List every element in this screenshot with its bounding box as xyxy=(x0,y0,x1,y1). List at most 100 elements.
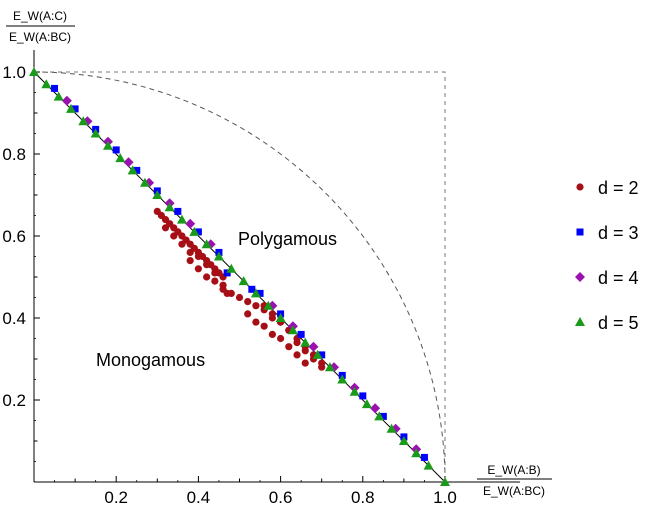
data-point xyxy=(102,140,113,150)
data-point xyxy=(174,207,182,215)
data-point xyxy=(211,277,219,285)
data-point xyxy=(29,67,39,76)
data-point xyxy=(277,334,285,343)
data-point xyxy=(263,300,274,310)
data-point xyxy=(176,214,187,224)
x-tick-label: 0.8 xyxy=(351,488,375,507)
data-point xyxy=(318,363,326,371)
data-point xyxy=(361,399,372,409)
data-point xyxy=(201,239,212,249)
data-point xyxy=(194,252,202,261)
y-tick-label: 0.2 xyxy=(2,391,26,410)
data-point xyxy=(349,386,360,396)
data-point xyxy=(398,436,409,445)
data-point xyxy=(223,269,231,277)
data-point xyxy=(194,265,202,273)
data-point xyxy=(287,325,298,335)
data-point xyxy=(293,339,301,347)
x-tick-label: 1.0 xyxy=(433,488,457,507)
data-point xyxy=(189,226,200,236)
data-point xyxy=(301,359,309,367)
data-point xyxy=(337,374,348,384)
data-point xyxy=(127,165,138,175)
data-point xyxy=(324,362,335,372)
reference-box xyxy=(34,71,446,482)
data-point xyxy=(213,251,224,261)
data-point xyxy=(194,228,202,236)
y-tick-label: 1.0 xyxy=(2,63,26,82)
data-point xyxy=(423,460,434,470)
data-point xyxy=(178,240,186,248)
data-point xyxy=(226,263,237,273)
y-axis-numerator: E_W(A:C) xyxy=(13,9,67,23)
reference-curves xyxy=(33,71,446,483)
data-point xyxy=(170,232,178,240)
data-point xyxy=(260,322,268,330)
data-point xyxy=(164,202,175,212)
legend-marker xyxy=(575,317,585,326)
y-tick-label: 0.8 xyxy=(2,145,26,164)
data-point xyxy=(297,330,305,338)
legend-label: d = 2 xyxy=(598,178,639,198)
data-point xyxy=(139,177,150,187)
reference-line-sum-one xyxy=(33,71,446,483)
data-point xyxy=(78,116,89,126)
data-point xyxy=(133,166,141,174)
legend-label: d = 3 xyxy=(598,223,639,243)
data-point xyxy=(359,392,367,400)
data-point xyxy=(318,351,326,359)
data-point xyxy=(370,403,381,414)
data-point xyxy=(152,190,163,199)
data-point xyxy=(71,105,79,113)
data-point xyxy=(268,310,276,318)
y-axis-denominator: E_W(A:BC) xyxy=(9,30,71,44)
y-axis-title: E_W(A:C) E_W(A:BC) xyxy=(6,9,75,44)
data-point xyxy=(300,337,311,347)
data-point xyxy=(252,302,260,310)
data-point xyxy=(227,289,235,297)
data-point xyxy=(161,224,170,232)
annotation-monogamous: Monogamous xyxy=(96,350,205,370)
legend-marker xyxy=(576,228,584,236)
data-point xyxy=(203,261,211,269)
data-point xyxy=(420,453,428,461)
data-point xyxy=(112,146,120,154)
x-tick-label: 0.6 xyxy=(269,488,293,507)
data-point xyxy=(115,153,126,163)
x-axis-numerator: E_W(A:B) xyxy=(487,463,540,477)
data-point xyxy=(308,341,319,352)
legend: d = 2 d = 3 d = 4 d = 5 xyxy=(575,178,639,333)
data-point xyxy=(244,310,252,318)
x-axis-title: E_W(A:B) E_W(A:BC) xyxy=(477,463,552,498)
data-point xyxy=(186,257,194,265)
data-point xyxy=(250,288,261,298)
x-axis-denominator: E_W(A:BC) xyxy=(483,484,545,498)
data-point xyxy=(186,248,194,256)
legend-marker xyxy=(575,272,585,282)
data-point xyxy=(90,128,101,138)
data-point xyxy=(312,349,323,359)
data-point xyxy=(53,91,64,101)
data-point xyxy=(301,347,309,355)
data-point xyxy=(51,84,59,92)
x-tick-label: 0.2 xyxy=(104,488,128,507)
data-point xyxy=(123,157,134,168)
data-point xyxy=(203,273,211,281)
data-point xyxy=(268,330,276,338)
y-tick-label: 0.4 xyxy=(2,309,26,328)
data-point xyxy=(411,448,422,458)
x-tick-label: 0.4 xyxy=(187,488,211,507)
data-point xyxy=(185,218,196,229)
legend-label: d = 4 xyxy=(598,268,639,288)
data-point xyxy=(244,298,252,306)
data-point xyxy=(379,412,387,420)
data-point xyxy=(238,276,249,286)
data-point xyxy=(41,79,52,89)
annotation-polygamous: Polygamous xyxy=(238,229,337,249)
data-point xyxy=(235,293,244,302)
data-points xyxy=(29,67,450,486)
data-point xyxy=(61,95,72,106)
data-point xyxy=(285,343,293,351)
data-point xyxy=(65,103,76,113)
